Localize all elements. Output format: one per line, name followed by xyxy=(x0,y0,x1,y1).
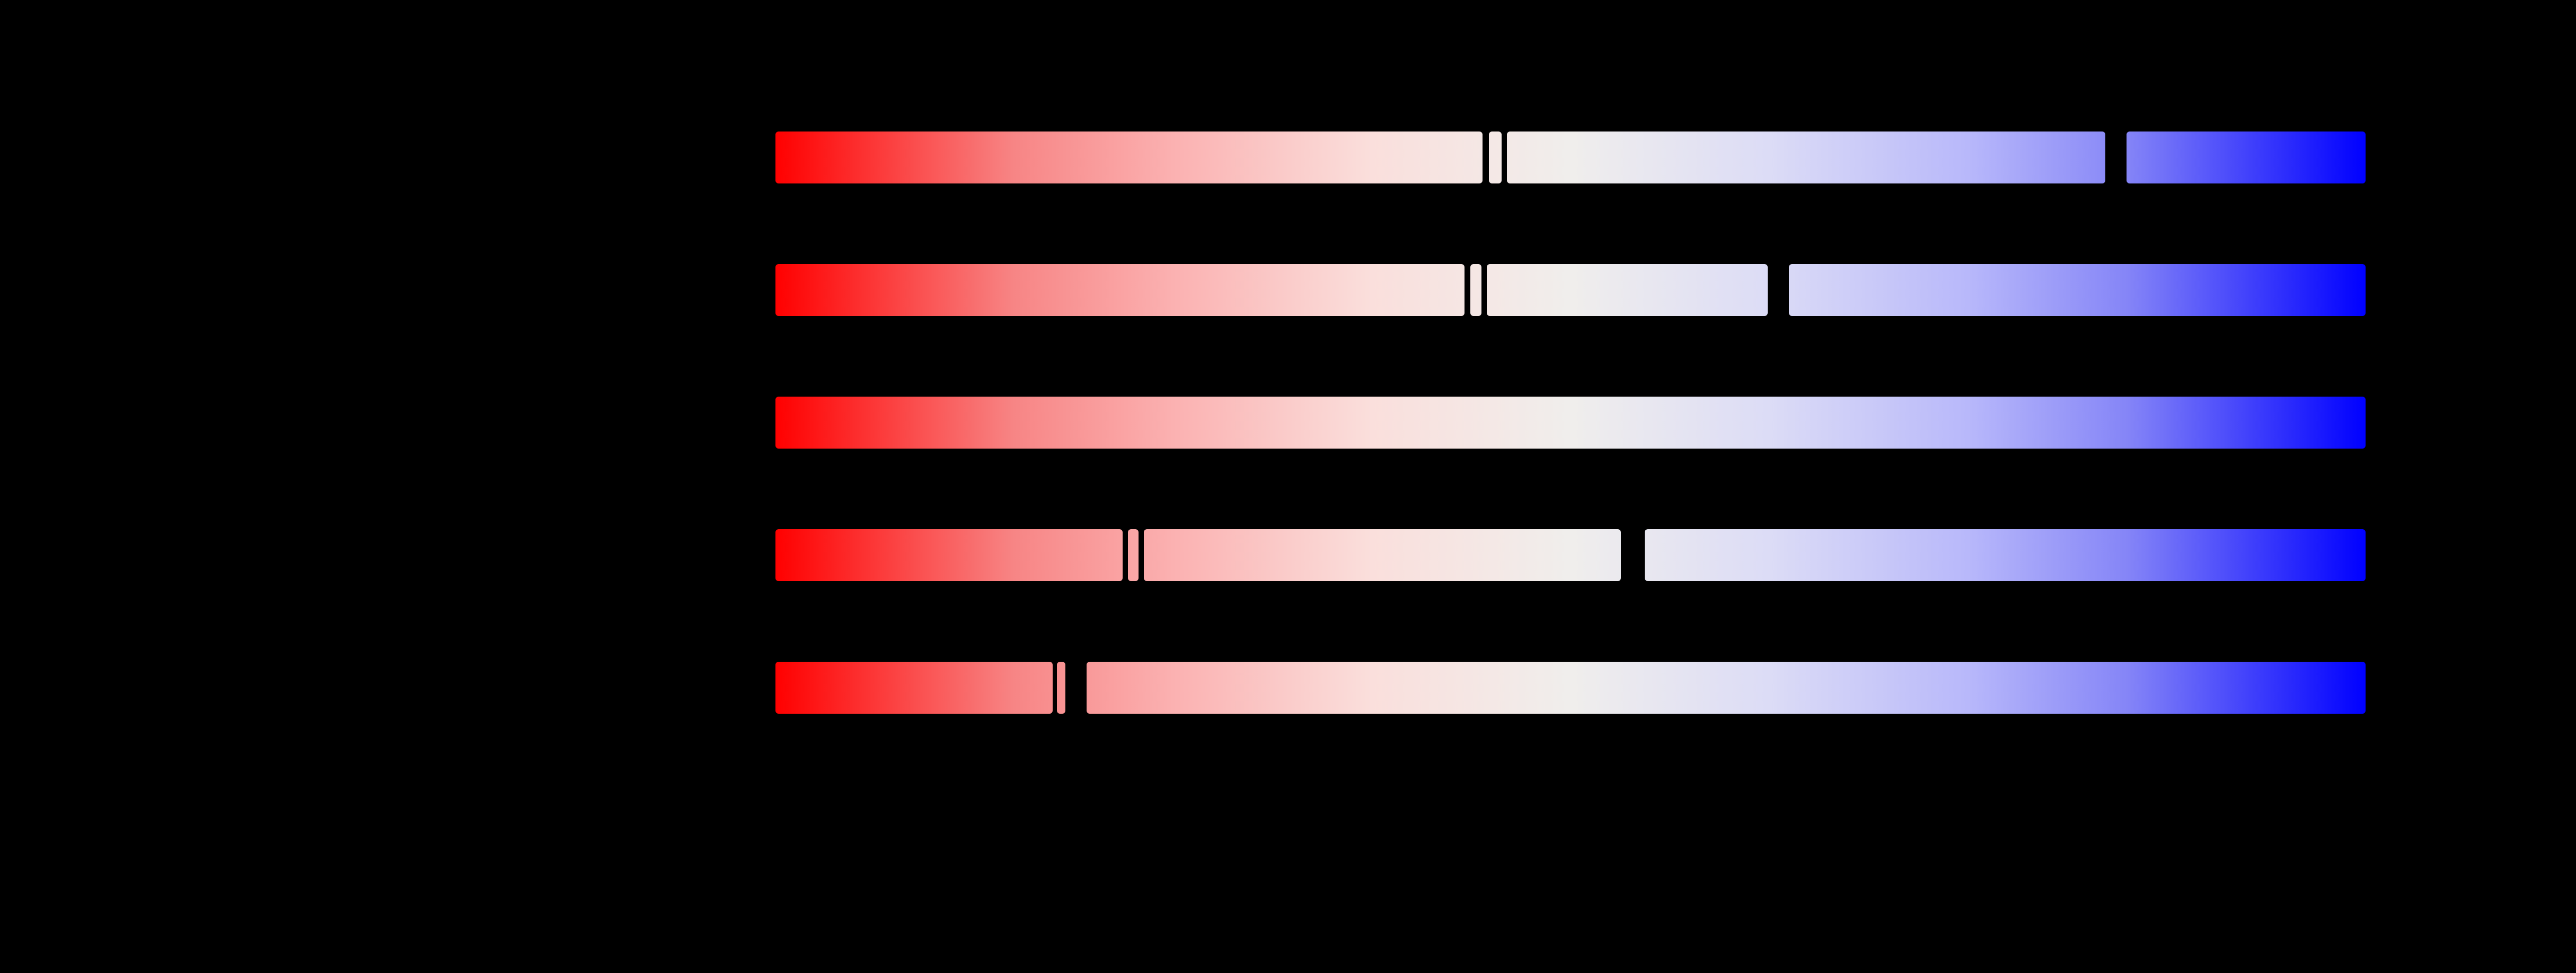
bar-segment xyxy=(1057,662,1065,714)
gradient-bar-row xyxy=(775,397,2366,449)
bar-segment xyxy=(2127,132,2366,183)
bar-segment xyxy=(775,397,2366,449)
bar-segment xyxy=(1789,264,2366,316)
gradient-bar-row xyxy=(775,662,2366,714)
gradient-bar-row xyxy=(775,264,2366,316)
bar-segment xyxy=(775,264,1465,316)
bar-segment xyxy=(775,132,1483,183)
gradient-bar-row xyxy=(775,529,2366,581)
bar-segment xyxy=(1087,662,2366,714)
bar-segment xyxy=(1487,264,1768,316)
bar-segment xyxy=(775,529,1123,581)
bar-segment xyxy=(1128,529,1139,581)
bar-segment xyxy=(775,662,1053,714)
bar-segment xyxy=(1470,264,1481,316)
bar-segment xyxy=(1144,529,1621,581)
gradient-bar-row xyxy=(775,132,2366,183)
bar-segment xyxy=(1645,529,2366,581)
bar-segment xyxy=(1489,132,1502,183)
bar-segment xyxy=(1507,132,2105,183)
